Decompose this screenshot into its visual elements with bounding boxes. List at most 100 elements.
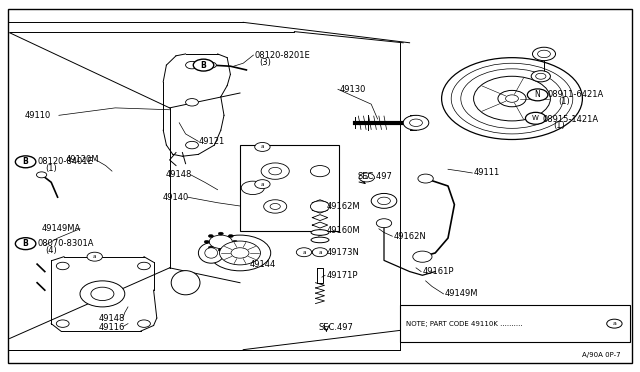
Circle shape: [231, 248, 249, 258]
Text: 49171P: 49171P: [326, 271, 358, 280]
Circle shape: [371, 193, 397, 208]
Text: 49116: 49116: [99, 323, 125, 332]
Circle shape: [80, 281, 125, 307]
Ellipse shape: [311, 230, 329, 235]
Circle shape: [531, 71, 550, 82]
Circle shape: [527, 89, 548, 101]
Bar: [400, 305, 630, 342]
Text: (1): (1): [558, 97, 570, 106]
Text: 49120M: 49120M: [66, 155, 99, 164]
Text: 49161P: 49161P: [422, 267, 454, 276]
Circle shape: [186, 61, 198, 69]
Text: NOTE; PART CODE 49110K ..........: NOTE; PART CODE 49110K ..........: [406, 321, 523, 327]
Circle shape: [310, 201, 330, 212]
Text: 08070-8301A: 08070-8301A: [37, 239, 93, 248]
Text: a: a: [93, 254, 97, 259]
Circle shape: [532, 47, 556, 61]
Text: B: B: [23, 239, 28, 248]
Circle shape: [474, 76, 550, 121]
Circle shape: [359, 173, 374, 182]
Circle shape: [410, 119, 422, 126]
Circle shape: [506, 95, 518, 102]
Text: B: B: [201, 61, 206, 70]
Text: SEC.497: SEC.497: [319, 323, 353, 332]
Text: a: a: [260, 144, 264, 150]
Circle shape: [310, 166, 330, 177]
Circle shape: [186, 99, 198, 106]
Text: (1): (1): [45, 164, 56, 173]
Text: (4): (4): [45, 246, 56, 255]
Circle shape: [15, 238, 36, 250]
Text: 49149M: 49149M: [445, 289, 478, 298]
Circle shape: [418, 174, 433, 183]
Ellipse shape: [172, 271, 200, 295]
Text: 49110: 49110: [25, 111, 51, 120]
Circle shape: [255, 180, 270, 189]
Circle shape: [536, 73, 546, 79]
Circle shape: [56, 320, 69, 327]
Circle shape: [403, 115, 429, 130]
Circle shape: [193, 59, 214, 71]
Circle shape: [261, 163, 289, 179]
Circle shape: [241, 181, 264, 195]
Circle shape: [228, 234, 234, 237]
Text: a: a: [318, 250, 322, 255]
Circle shape: [264, 200, 287, 213]
Ellipse shape: [311, 237, 329, 243]
Text: a: a: [612, 321, 616, 326]
Text: 49144: 49144: [250, 260, 276, 269]
Circle shape: [209, 235, 271, 271]
Text: W: W: [532, 115, 539, 121]
Text: 49160M: 49160M: [326, 226, 360, 235]
Circle shape: [186, 141, 198, 149]
Circle shape: [255, 142, 270, 151]
Circle shape: [312, 248, 328, 257]
Text: A/90A 0P-7: A/90A 0P-7: [582, 352, 621, 358]
Text: 08120-8401E: 08120-8401E: [37, 157, 93, 166]
Circle shape: [296, 248, 312, 257]
Text: 49140: 49140: [163, 193, 189, 202]
Text: 49111: 49111: [474, 169, 500, 177]
Text: 08915-1421A: 08915-1421A: [543, 115, 599, 124]
Ellipse shape: [198, 243, 224, 263]
Circle shape: [498, 90, 526, 107]
Circle shape: [87, 252, 102, 261]
Text: 49130: 49130: [339, 85, 365, 94]
Text: 49162N: 49162N: [394, 232, 426, 241]
Circle shape: [91, 287, 114, 301]
Bar: [240, 145, 339, 231]
Circle shape: [525, 112, 546, 124]
Text: a: a: [302, 250, 306, 255]
Text: N: N: [535, 90, 540, 99]
Circle shape: [56, 262, 69, 270]
Text: 49121: 49121: [198, 137, 225, 146]
Text: 49148: 49148: [99, 314, 125, 323]
Circle shape: [138, 262, 150, 270]
Ellipse shape: [205, 248, 218, 258]
Text: B: B: [23, 157, 28, 166]
Circle shape: [270, 203, 280, 209]
Circle shape: [461, 69, 563, 128]
Circle shape: [204, 240, 209, 243]
Circle shape: [228, 246, 234, 249]
Text: 49173N: 49173N: [326, 248, 359, 257]
Text: a: a: [260, 182, 264, 187]
Text: 49149MA: 49149MA: [42, 224, 81, 233]
Circle shape: [15, 156, 36, 168]
Circle shape: [218, 232, 223, 235]
Circle shape: [607, 319, 622, 328]
Circle shape: [36, 172, 47, 178]
Circle shape: [218, 248, 223, 251]
Text: (1): (1): [553, 121, 564, 130]
Circle shape: [206, 62, 216, 68]
Circle shape: [138, 320, 150, 327]
Circle shape: [208, 234, 213, 237]
Text: 49148: 49148: [166, 170, 192, 179]
Circle shape: [413, 251, 432, 262]
Circle shape: [269, 167, 282, 175]
Text: 08120-8201E: 08120-8201E: [255, 51, 310, 60]
Text: a: a: [365, 175, 369, 180]
Circle shape: [232, 240, 237, 243]
Circle shape: [376, 219, 392, 228]
Circle shape: [442, 58, 582, 140]
